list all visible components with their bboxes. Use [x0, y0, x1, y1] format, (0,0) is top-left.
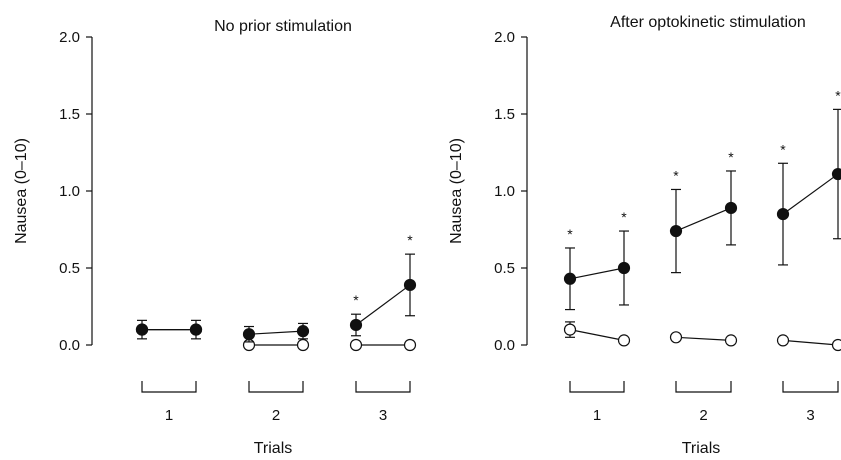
x-axis-label: Trials — [254, 440, 293, 457]
plot-area: 0.0 0.5 1.0 1.5 2.0 1 2 3 * * — [59, 29, 417, 424]
significance-marker: * — [567, 226, 573, 242]
panel-after-optokinetic-stimulation: After optokinetic stimulation Nausea (0–… — [448, 14, 841, 457]
data-point-filled — [135, 323, 149, 336]
series-line-open — [782, 339, 839, 346]
significance-marker: * — [673, 167, 679, 183]
x-tick-label: 3 — [806, 407, 814, 424]
y-tick-label: 0.0 — [494, 337, 515, 354]
data-point-open — [563, 323, 577, 336]
y-tick-label: 1.5 — [59, 106, 80, 123]
data-point-filled — [724, 201, 738, 215]
y-tick-label: 2.0 — [494, 29, 515, 46]
panel-no-prior-stimulation: No prior stimulation Nausea (0–10) Trial… — [13, 18, 417, 457]
data-point-filled — [296, 325, 310, 338]
x-tick-label: 2 — [699, 407, 707, 424]
data-point-open — [403, 338, 417, 352]
y-tick-label: 1.0 — [59, 183, 80, 200]
data-point-open — [831, 338, 841, 352]
significance-marker: * — [728, 149, 734, 165]
series-line-open — [675, 336, 732, 341]
y-tick-label: 2.0 — [59, 29, 80, 46]
data-point-open — [296, 338, 310, 352]
x-tick-label: 1 — [165, 407, 173, 424]
trial-bracket — [675, 381, 732, 393]
x-tick-label: 3 — [379, 407, 387, 424]
data-point-filled — [403, 278, 417, 292]
x-axis-label: Trials — [682, 440, 721, 457]
y-tick-label: 1.5 — [494, 106, 515, 123]
series-line-filled — [355, 284, 411, 326]
data-point-filled — [189, 323, 203, 336]
series-line-filled — [782, 173, 839, 215]
panel-title: After optokinetic stimulation — [610, 14, 806, 31]
data-point-filled — [776, 208, 790, 221]
significance-marker: * — [353, 292, 359, 308]
data-point-filled — [831, 167, 841, 181]
data-point-filled — [563, 272, 577, 285]
series-line-filled — [569, 267, 625, 280]
data-point-filled — [617, 261, 631, 275]
plot-area: 0.0 0.5 1.0 1.5 2.0 1 2 3 * * * * * * — [494, 29, 841, 424]
series-line-filled — [675, 207, 732, 232]
y-tick-label: 0.0 — [59, 337, 80, 354]
trial-bracket — [141, 381, 197, 393]
y-tick-label: 0.5 — [59, 260, 80, 277]
trial-bracket — [782, 381, 839, 393]
significance-marker: * — [621, 209, 627, 225]
data-point-filled — [242, 328, 256, 341]
y-axis-label: Nausea (0–10) — [13, 138, 30, 244]
trial-bracket — [569, 381, 625, 393]
data-point-filled — [349, 318, 363, 332]
data-point-open — [724, 334, 738, 347]
trial-bracket — [355, 381, 411, 393]
x-tick-label: 1 — [593, 407, 601, 424]
series-line-open — [569, 329, 625, 341]
y-tick-label: 0.5 — [494, 260, 515, 277]
data-point-open — [669, 331, 683, 344]
data-point-filled — [669, 224, 683, 238]
significance-marker: * — [835, 87, 841, 103]
significance-marker: * — [780, 141, 786, 157]
data-point-open — [776, 334, 790, 347]
trial-bracket — [248, 381, 304, 393]
data-point-open — [349, 338, 363, 352]
significance-marker: * — [407, 232, 413, 248]
panel-title: No prior stimulation — [214, 18, 352, 35]
data-point-open — [617, 334, 631, 347]
y-tick-label: 1.0 — [494, 183, 515, 200]
y-axis-label: Nausea (0–10) — [448, 138, 465, 244]
series-line-filled — [248, 330, 304, 335]
x-tick-label: 2 — [272, 407, 280, 424]
